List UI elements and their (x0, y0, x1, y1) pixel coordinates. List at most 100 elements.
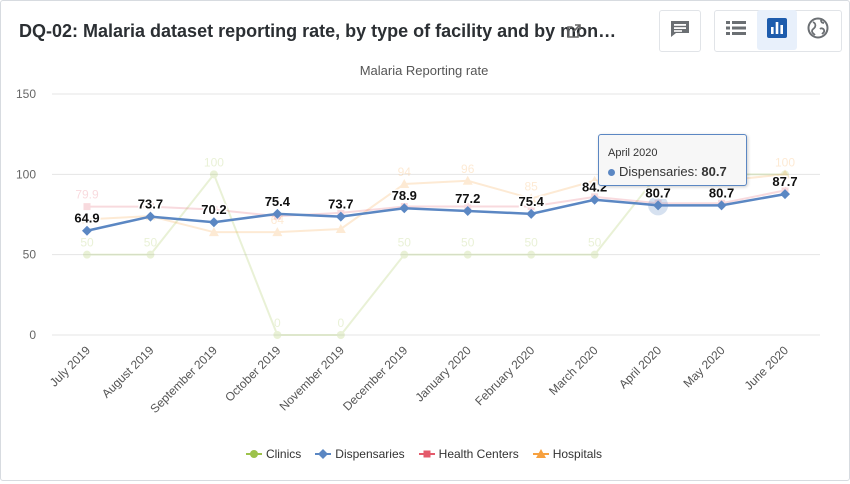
clinics-point[interactable] (83, 250, 91, 259)
hospitals-point[interactable] (208, 227, 219, 237)
dispensaries-data-label: 75.4 (265, 194, 291, 209)
dispensaries-data-label: 80.7 (709, 185, 734, 200)
legend-item-hospitals[interactable]: Hospitals (532, 444, 602, 464)
dispensaries-data-label: 80.7 (645, 185, 670, 200)
x-tick-label: October 2019 (222, 343, 284, 405)
dispensaries-point[interactable] (272, 208, 283, 219)
health-centers-point[interactable] (210, 206, 218, 214)
dispensaries-point[interactable] (653, 200, 664, 211)
clinics-data-label: 0 (337, 316, 344, 330)
clinics-point[interactable] (781, 170, 789, 179)
hospitals-point[interactable] (526, 193, 537, 203)
tooltip-series-name: Dispensaries (619, 164, 695, 179)
health-centers-point[interactable] (527, 202, 535, 210)
x-tick-label: November 2019 (277, 343, 348, 414)
line-chart: Malaria Reporting rate 0 50 100 150 50 50 100… (16, 63, 820, 416)
legend-item-health-centers[interactable]: Health Centers (418, 444, 519, 464)
clinics-data-label: 50 (588, 236, 602, 250)
chart-area: Malaria Reporting rate 0 50 100 150 50 50 100… (0, 56, 848, 479)
tooltip-row: Dispensaries: 80.7 (608, 164, 727, 179)
legend-dispensaries-point[interactable] (318, 449, 329, 459)
legend-health-centers-point[interactable] (423, 450, 431, 458)
card-title: DQ-02: Malaria dataset reporting rate, b… (19, 21, 617, 41)
hospitals-point[interactable] (780, 169, 790, 179)
legend-clinics-point[interactable] (249, 450, 258, 458)
clinics-data-label: 50 (525, 236, 539, 250)
clinics-point[interactable] (209, 170, 218, 179)
clinics-point[interactable] (336, 331, 345, 339)
clinics-point[interactable] (590, 250, 599, 259)
dispensaries-data-label: 73.7 (138, 197, 163, 212)
legend-label: Clinics (265, 447, 302, 461)
tooltip-date: April 2020 (608, 147, 658, 159)
hospitals-data-label: 94 (398, 165, 412, 179)
dispensaries-data-label: 77.2 (455, 191, 480, 206)
health-centers-line (87, 189, 786, 218)
bar-chart-icon (766, 17, 788, 44)
clinics-data-label: 0 (274, 316, 281, 330)
y-tick-label: 150 (16, 87, 36, 101)
interpretations-button[interactable] (659, 10, 701, 52)
y-tick-label: 50 (23, 248, 37, 262)
chart-tooltip: April 2020 Dispensaries: 80.7 (598, 134, 747, 186)
clinics-data-label: 50 (398, 236, 412, 250)
dispensaries-point[interactable] (462, 205, 473, 216)
hospitals-data-label: 100 (775, 155, 795, 169)
dispensaries-data-label: 78.9 (392, 188, 417, 203)
clinics-point[interactable] (527, 250, 536, 259)
legend-label: Health Centers (438, 447, 519, 461)
dispensaries-point[interactable] (716, 200, 727, 211)
dispensaries-point[interactable] (208, 217, 219, 228)
x-tick-label: August 2019 (99, 343, 157, 401)
dispensaries-point[interactable] (335, 211, 346, 222)
dispensaries-point[interactable] (145, 211, 156, 222)
clinics-data-label: 50 (461, 236, 475, 250)
triangle-icon (532, 449, 549, 458)
view-as-map-button[interactable] (798, 10, 838, 50)
dispensaries-point[interactable] (589, 194, 600, 205)
health-centers-data-label: 79.9 (75, 188, 99, 202)
dispensaries-data-label: 87.7 (772, 174, 797, 189)
hospitals-point[interactable] (399, 178, 410, 188)
clinics-point[interactable] (463, 250, 472, 259)
dispensaries-point[interactable] (780, 189, 790, 200)
health-centers-point[interactable] (146, 203, 154, 211)
legend-hospitals-point[interactable] (535, 449, 546, 458)
hospitals-point[interactable] (589, 175, 600, 185)
x-tick-label: July 2019 (47, 343, 93, 389)
dispensaries-point[interactable] (82, 225, 92, 236)
external-link-icon[interactable] (566, 23, 582, 39)
dispensaries-line (86, 192, 786, 232)
dispensaries-point[interactable] (399, 203, 410, 214)
legend-label: Dispensaries (335, 447, 405, 461)
view-as-chart-button[interactable] (757, 10, 797, 50)
tooltip-value: 80.7 (701, 164, 727, 179)
hospitals-point[interactable] (335, 223, 346, 233)
clinics-data-label: 50 (144, 236, 158, 250)
legend-item-dispensaries[interactable]: Dispensaries (315, 444, 405, 464)
y-tick-label: 0 (29, 328, 36, 342)
dispensaries-point[interactable] (526, 208, 537, 219)
x-tick-label: January 2020 (413, 343, 475, 405)
table-list-icon (725, 19, 747, 42)
x-tick-label: March 2020 (546, 343, 601, 398)
hospitals-point[interactable] (82, 214, 92, 224)
hospitals-point[interactable] (462, 175, 473, 185)
tooltip-series-dot (608, 169, 615, 177)
globe-icon (807, 17, 829, 44)
chart-title: Malaria Reporting rate (360, 63, 489, 78)
square-icon (418, 450, 435, 458)
card-header: DQ-02: Malaria dataset reporting rate, b… (1, 1, 849, 57)
clinics-point[interactable] (146, 250, 155, 259)
health-centers-point[interactable] (83, 203, 91, 211)
dispensaries-data-label: 75.4 (519, 194, 545, 209)
hospitals-point[interactable] (272, 227, 283, 237)
y-tick-label: 100 (16, 167, 36, 181)
clinics-point[interactable] (273, 331, 282, 339)
chart-legend: Clinics Dispensaries Health Centers Hospita… (0, 444, 848, 464)
legend-item-clinics[interactable]: Clinics (245, 444, 302, 464)
clinics-point[interactable] (400, 250, 409, 259)
view-as-table-button[interactable] (716, 10, 756, 50)
hospitals-data-label: 64 (271, 213, 285, 227)
